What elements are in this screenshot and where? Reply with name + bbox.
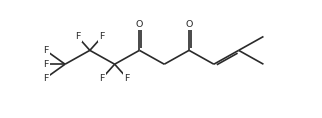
Text: F: F bbox=[43, 46, 48, 55]
Text: F: F bbox=[99, 32, 105, 41]
Text: O: O bbox=[136, 20, 143, 29]
Text: O: O bbox=[185, 20, 193, 29]
Text: F: F bbox=[99, 74, 105, 83]
Text: F: F bbox=[43, 74, 48, 83]
Text: F: F bbox=[124, 74, 130, 83]
Text: F: F bbox=[75, 32, 80, 41]
Text: F: F bbox=[43, 60, 48, 69]
